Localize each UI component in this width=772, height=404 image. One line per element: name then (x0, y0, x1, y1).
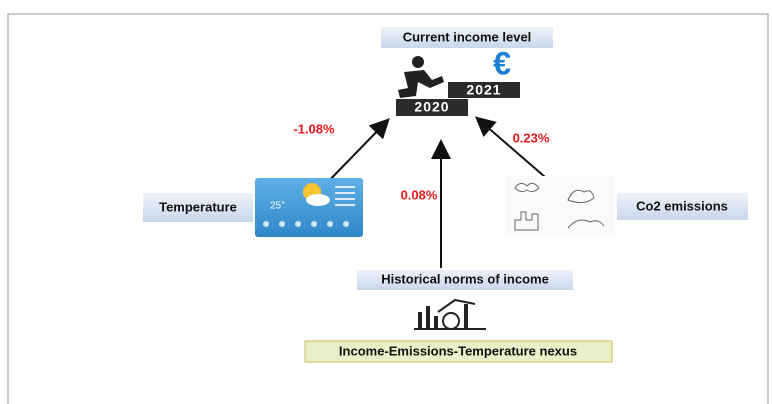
node-label: Historical norms of income (381, 271, 549, 286)
effect-label: -1.08% (293, 121, 335, 136)
node-label: Co2 emissions (636, 198, 728, 213)
effect-label: 0.23% (513, 130, 550, 145)
node-box (617, 193, 748, 220)
chart-icon (414, 298, 486, 330)
income-icon (396, 56, 520, 116)
node-box (357, 270, 573, 290)
title-box (381, 27, 553, 48)
year-label: 2020 (414, 99, 449, 115)
node-box (143, 193, 253, 222)
effect-label: 0.08% (401, 187, 438, 202)
footer-box (304, 340, 613, 363)
emissions-image (505, 176, 615, 235)
frame (7, 13, 769, 404)
footer-label: Income-Emissions-Temperature nexus (339, 343, 577, 358)
currency-symbol: € (493, 45, 511, 81)
weather-temp: 25° (270, 201, 285, 212)
weather-image (255, 178, 363, 237)
node-label: Temperature (159, 199, 237, 214)
title: Current income level (403, 29, 532, 44)
year-label: 2021 (466, 82, 501, 98)
